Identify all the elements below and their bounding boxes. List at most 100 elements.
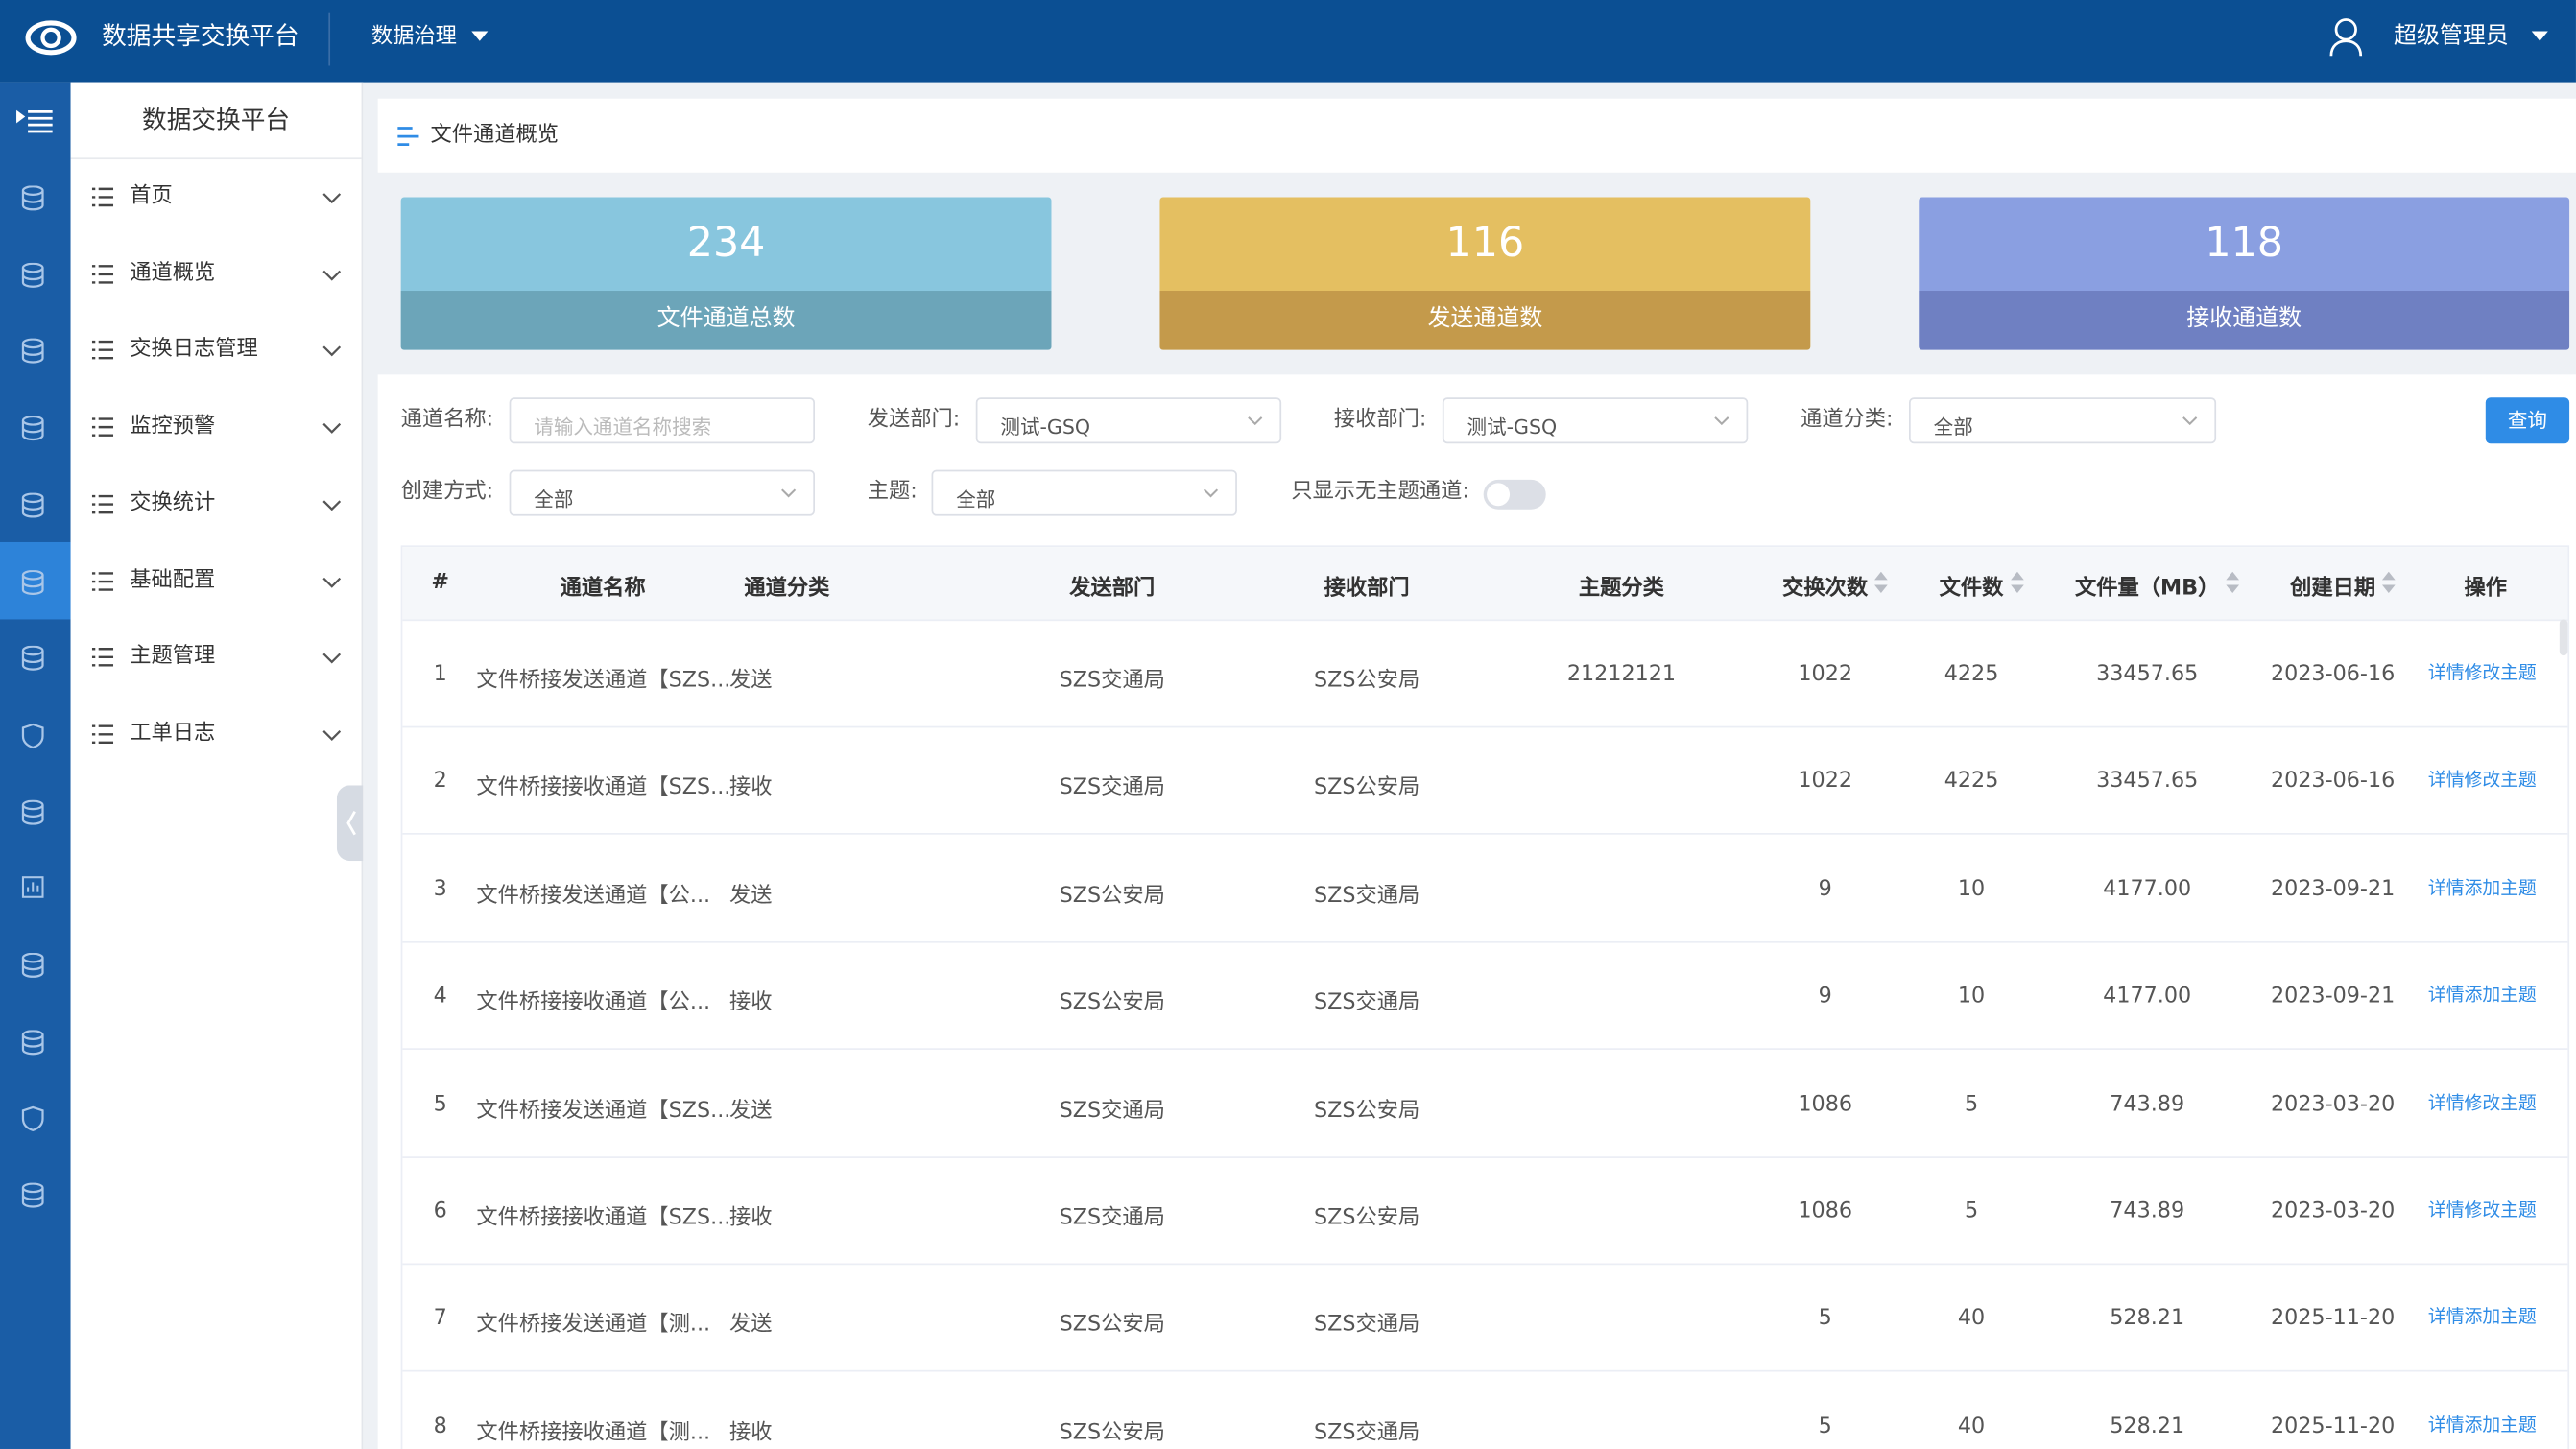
divider (328, 12, 331, 66)
rail-icon (21, 1182, 44, 1208)
filter-input[interactable]: 请输入通道名称搜索 (509, 397, 816, 444)
table-cell: 2 (433, 769, 447, 795)
sort-icon (1874, 571, 1888, 594)
table-cell: 文件桥接发送通道【SZS... (476, 1098, 731, 1124)
table-cell: 5 (433, 1091, 447, 1117)
row-action[interactable]: 修改主题 (2464, 661, 2537, 684)
row-action[interactable]: 详情 (2427, 1413, 2465, 1436)
table-cell: 10 (1957, 876, 1986, 902)
rail-icon (21, 952, 44, 978)
table-cell: 3 (433, 876, 447, 902)
menu-item[interactable]: 首页 (130, 183, 173, 209)
filter-input[interactable]: 测试-GSQ (1442, 397, 1749, 444)
filter-placeholder: 请输入通道名称搜索 (534, 416, 712, 439)
table-cell: SZS公安局 (1059, 1420, 1165, 1446)
menu-toggle[interactable] (16, 109, 53, 133)
menu-icon (91, 648, 114, 667)
table-cell: 33457.65 (2096, 661, 2199, 687)
button-text: 查询 (2507, 409, 2547, 433)
menu-icon (91, 494, 114, 513)
row-action[interactable]: 添加主题 (2464, 876, 2537, 899)
filter-label: 发送部门: (867, 407, 961, 433)
menu-item[interactable]: 基础配置 (130, 567, 216, 593)
table-cell: 2023-06-16 (2270, 769, 2396, 795)
table-cell: 文件桥接发送通道【测... (476, 1313, 711, 1339)
filter-input[interactable]: 测试-GSQ (975, 397, 1282, 444)
table-cell: SZS公安局 (1313, 668, 1420, 694)
stat-label: 发送通道数 (1427, 305, 1543, 332)
user-name[interactable]: 超级管理员 (2393, 22, 2509, 50)
breadcrumb-bar: 文件通道概览 (377, 98, 2576, 173)
row-action[interactable]: 修改主题 (2464, 1199, 2537, 1222)
sort-icon (2226, 571, 2239, 594)
table-cell: 接收 (728, 990, 773, 1016)
row-action[interactable]: 添加主题 (2464, 1306, 2537, 1328)
table-cell: 743.89 (2110, 1091, 2185, 1117)
top-menu[interactable]: 数据治理 (370, 24, 457, 50)
user-icon (2329, 18, 2363, 57)
row-action[interactable]: 详情 (2427, 661, 2465, 684)
table-cell: 528.21 (2110, 1306, 2185, 1332)
row-action[interactable]: 详情 (2427, 876, 2465, 899)
toggle-knob (1487, 483, 1511, 507)
chevron (322, 653, 342, 664)
row-action[interactable]: 详情 (2427, 769, 2465, 792)
chevron (322, 270, 342, 281)
menu-item[interactable]: 工单日志 (130, 721, 216, 747)
table-cell: SZS公安局 (1313, 1205, 1420, 1231)
row-action[interactable]: 详情 (2427, 984, 2465, 1007)
filter-input[interactable]: 全部 (1908, 397, 2217, 444)
row-action[interactable]: 详情 (2427, 1306, 2465, 1328)
breadcrumb: 文件通道概览 (430, 123, 560, 149)
rail-icon (21, 262, 44, 288)
menu-icon (91, 571, 114, 590)
stat-card: 234 文件通道总数 (400, 197, 1052, 350)
table-cell: SZS交通局 (1313, 990, 1420, 1016)
stat-footer (400, 291, 1052, 350)
table-cell: 9 (1818, 876, 1832, 902)
dropdown-caret (471, 31, 489, 41)
row-action[interactable]: 修改主题 (2464, 769, 2537, 792)
table-row (402, 1371, 2567, 1449)
table-cell: 发送 (728, 1313, 773, 1339)
menu-item[interactable]: 通道概览 (130, 260, 216, 286)
table-cell: 4225 (1944, 661, 1999, 687)
filter-input[interactable]: 全部 (509, 469, 816, 516)
toggle[interactable] (1483, 479, 1546, 510)
table-cell: SZS交通局 (1059, 775, 1165, 801)
rail-icon (21, 185, 44, 211)
row-action[interactable]: 添加主题 (2464, 1413, 2537, 1436)
top-bar: 数据共享交换平台 数据治理 超级管理员 (0, 0, 2576, 83)
filter-value: 测试-GSQ (1000, 416, 1091, 439)
row-action[interactable]: 详情 (2427, 1091, 2465, 1114)
menu-item[interactable]: 监控预警 (130, 414, 216, 439)
table-cell: 文件桥接发送通道【SZS... (476, 668, 731, 694)
collapse-tab[interactable] (336, 785, 364, 862)
rail-icon (21, 339, 44, 365)
table-cell: 1 (433, 661, 447, 687)
table-cell: 5 (1964, 1091, 1979, 1117)
menu-item[interactable]: 主题管理 (130, 644, 216, 670)
brand: 数据共享交换平台 (102, 21, 299, 52)
row-action[interactable]: 修改主题 (2464, 1091, 2537, 1114)
table-cell: 2023-06-16 (2270, 661, 2396, 687)
stat-value: 118 (2205, 218, 2284, 267)
filter-input[interactable]: 全部 (931, 469, 1237, 516)
menu-item[interactable]: 交换日志管理 (130, 337, 258, 363)
row-action[interactable]: 添加主题 (2464, 984, 2537, 1007)
table-cell: 33457.65 (2096, 769, 2199, 795)
table-row (402, 834, 2568, 943)
table-cell: 接收 (728, 1205, 773, 1231)
table-cell: 5 (1818, 1413, 1832, 1439)
table-cell: 7 (433, 1306, 447, 1332)
rail-icon (21, 569, 44, 595)
table-cell: SZS交通局 (1313, 1420, 1420, 1446)
row-action[interactable]: 详情 (2427, 1199, 2465, 1222)
menu-item[interactable]: 交换统计 (130, 490, 216, 516)
chevron (322, 193, 342, 204)
rail-active (0, 541, 71, 620)
search-button[interactable]: 查询 (2485, 397, 2570, 444)
column-header: 接收部门 (1324, 576, 1410, 602)
